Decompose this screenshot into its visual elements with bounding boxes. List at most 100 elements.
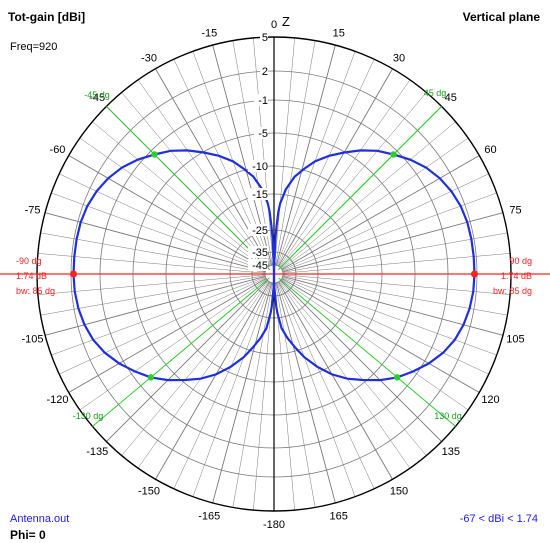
grid-spoke <box>137 281 270 469</box>
grid-spoke <box>59 173 266 271</box>
radiation-pattern <box>70 149 478 382</box>
half-power-line <box>92 277 270 427</box>
grid-spoke <box>37 253 266 274</box>
half-power-angle-label: 45 dg <box>424 88 447 98</box>
grid-spoke <box>44 275 266 336</box>
angle-tick-label: 15 <box>333 28 345 40</box>
angle-tick-label: -30 <box>141 52 157 64</box>
half-power-marker <box>147 374 155 381</box>
marker-gain-label: 1.74 dB <box>16 271 47 281</box>
angle-tick-label: 75 <box>509 204 521 216</box>
radial-tick-label: -10 <box>252 161 268 173</box>
radial-tick-label: -1 <box>258 95 268 107</box>
angle-tick-label: -75 <box>25 204 41 216</box>
zenith-label: Z <box>282 14 290 29</box>
file-name-label: Antenna.out <box>10 513 70 525</box>
angle-tick-label: -135 <box>86 446 108 458</box>
grid-spoke <box>278 281 411 469</box>
grid-spoke <box>280 280 442 442</box>
grid-spoke <box>155 281 270 480</box>
half-power-angle-label: -130 dg <box>73 411 104 421</box>
grid-spoke <box>277 282 375 489</box>
frequency-label: Freq=920 <box>10 41 58 53</box>
grid-spoke <box>282 276 497 356</box>
radial-label-bg <box>248 188 268 200</box>
radial-label-bg <box>260 31 268 43</box>
grid-spoke <box>277 59 375 266</box>
angle-tick-label: 120 <box>481 394 499 406</box>
tick-labels: 0 15 30 45 60 75 105 120 135 150 165 -180 -165 -150 -1… <box>16 14 532 531</box>
grid-spoke <box>282 232 508 273</box>
radial-tick-label: -15 <box>252 189 268 201</box>
grid-spoke <box>280 121 456 269</box>
grid-spoke <box>278 68 393 267</box>
radial-label-bg <box>248 224 268 236</box>
grid-spoke <box>121 280 269 456</box>
half-power-angle-label: -45 dg <box>84 90 110 100</box>
angle-tick-label: -60 <box>50 144 66 156</box>
half-power-line <box>277 106 442 271</box>
grid-spoke <box>279 92 427 268</box>
grid-spoke <box>68 278 267 393</box>
marker-gain-label: 1.74 dB <box>501 271 532 281</box>
radial-tick-label: -35 <box>252 247 268 259</box>
angle-tick-label: 60 <box>484 144 496 156</box>
radial-label-bg <box>254 127 268 139</box>
grid-spoke <box>282 277 489 375</box>
half-power-line <box>278 277 456 427</box>
angle-tick-label: 0 <box>271 19 277 31</box>
radial-label-bg <box>254 94 268 106</box>
angle-tick-label: 45 <box>445 92 457 104</box>
grid-spoke <box>68 155 267 270</box>
grid-spoke <box>278 79 411 267</box>
angle-tick-label: -15 <box>201 28 217 40</box>
grid-spoke <box>137 79 270 267</box>
phi-label: Phi= 0 <box>10 528 46 542</box>
grid-spoke <box>282 275 504 336</box>
grid-spoke <box>282 253 511 274</box>
grid-spoke <box>212 282 273 504</box>
grid-spoke <box>106 280 268 442</box>
angle-tick-label: -120 <box>46 394 68 406</box>
angle-tick-label: -105 <box>22 334 44 346</box>
grid-spoke <box>274 282 295 511</box>
marker-beamwidth-label: bw: 85 dg <box>493 286 532 296</box>
angle-tick-label: -45 <box>89 92 105 104</box>
grid-spoke <box>253 282 274 511</box>
gain-range-label: -67 < dBi < 1.74 <box>459 513 538 525</box>
grid-spoke <box>173 282 271 489</box>
max-gain-marker <box>470 270 478 278</box>
grid-spoke <box>44 212 266 273</box>
grid-spoke <box>275 282 336 504</box>
grid-spoke <box>281 278 480 393</box>
radial-tick-label: 5 <box>262 32 268 44</box>
grid-spoke <box>282 173 489 271</box>
angle-tick-label: -180 <box>263 519 285 531</box>
max-gain-marker <box>70 270 78 278</box>
grid-spoke <box>276 282 356 497</box>
grid-spoke <box>232 282 273 508</box>
grid-spoke <box>282 212 504 273</box>
radial-tick-label: -5 <box>258 128 268 140</box>
grid-spoke <box>278 281 393 480</box>
grid-spoke <box>279 280 427 456</box>
marker-beamwidth-label: bw: 85 dg <box>16 286 55 296</box>
marker-angle-label: 90 dg <box>509 256 532 266</box>
radial-label-bg <box>248 246 268 258</box>
radial-tick-label: -45 <box>252 260 268 272</box>
grid-spoke <box>281 155 480 270</box>
half-power-marker <box>390 151 397 158</box>
angle-tick-label: 105 <box>506 334 524 346</box>
grid-spoke <box>79 278 267 411</box>
angle-tick-label: -150 <box>138 486 160 498</box>
grid-spoke <box>276 51 356 266</box>
grid-spoke <box>253 37 274 266</box>
angle-tick-label: 150 <box>390 486 408 498</box>
grid-spoke <box>281 278 469 411</box>
angle-tick-label: 30 <box>393 52 405 64</box>
grid-spoke <box>281 137 469 270</box>
grid-spoke <box>121 92 269 268</box>
grid-spoke <box>274 37 295 266</box>
angle-tick-label: -165 <box>198 510 220 522</box>
angle-tick-label: 165 <box>330 510 348 522</box>
